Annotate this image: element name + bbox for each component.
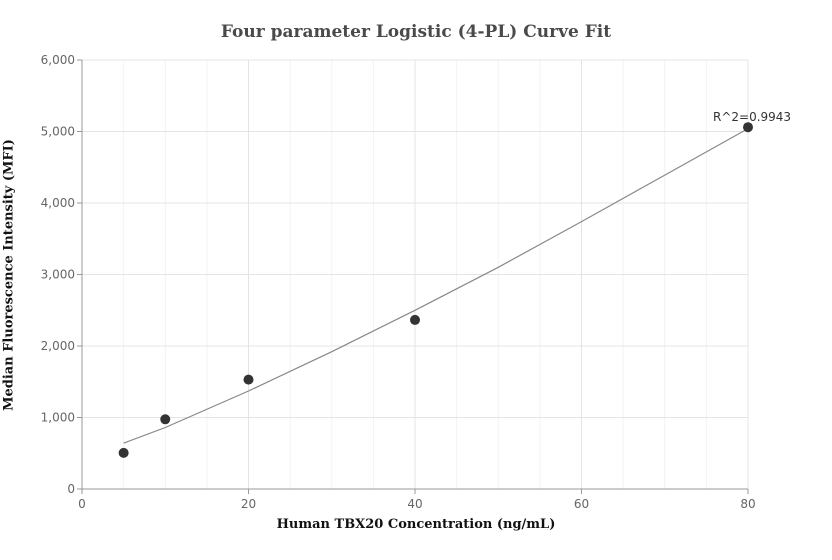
data-point bbox=[410, 314, 420, 325]
y-tick-label: 3,000 bbox=[41, 268, 75, 282]
x-axis-label: Human TBX20 Concentration (ng/mL) bbox=[276, 517, 556, 532]
y-tick-label: 4,000 bbox=[41, 196, 75, 210]
y-tick-label: 6,000 bbox=[41, 53, 75, 67]
fit-curve bbox=[123, 128, 749, 444]
x-tick-label: 60 bbox=[574, 497, 589, 511]
y-tick-label: 1,000 bbox=[41, 411, 75, 425]
data-point bbox=[118, 447, 129, 458]
data-point bbox=[243, 374, 254, 385]
data-point bbox=[160, 414, 171, 425]
y-tick-label: 0 bbox=[67, 482, 75, 496]
x-tick-label: 80 bbox=[740, 497, 755, 511]
x-tick-label: 40 bbox=[407, 497, 422, 511]
chart-title: Four parameter Logistic (4-PL) Curve Fit bbox=[220, 22, 612, 42]
data-point bbox=[743, 122, 753, 133]
r-squared-annotation: R^2=0.9943 bbox=[713, 110, 791, 124]
x-tick-label: 0 bbox=[78, 497, 86, 511]
y-tick-label: 5,000 bbox=[41, 125, 75, 139]
y-axis-label: Median Fluorescence Intensity (MFI) bbox=[1, 139, 17, 411]
y-tick-label: 2,000 bbox=[41, 339, 75, 353]
x-tick-label: 20 bbox=[241, 497, 256, 511]
